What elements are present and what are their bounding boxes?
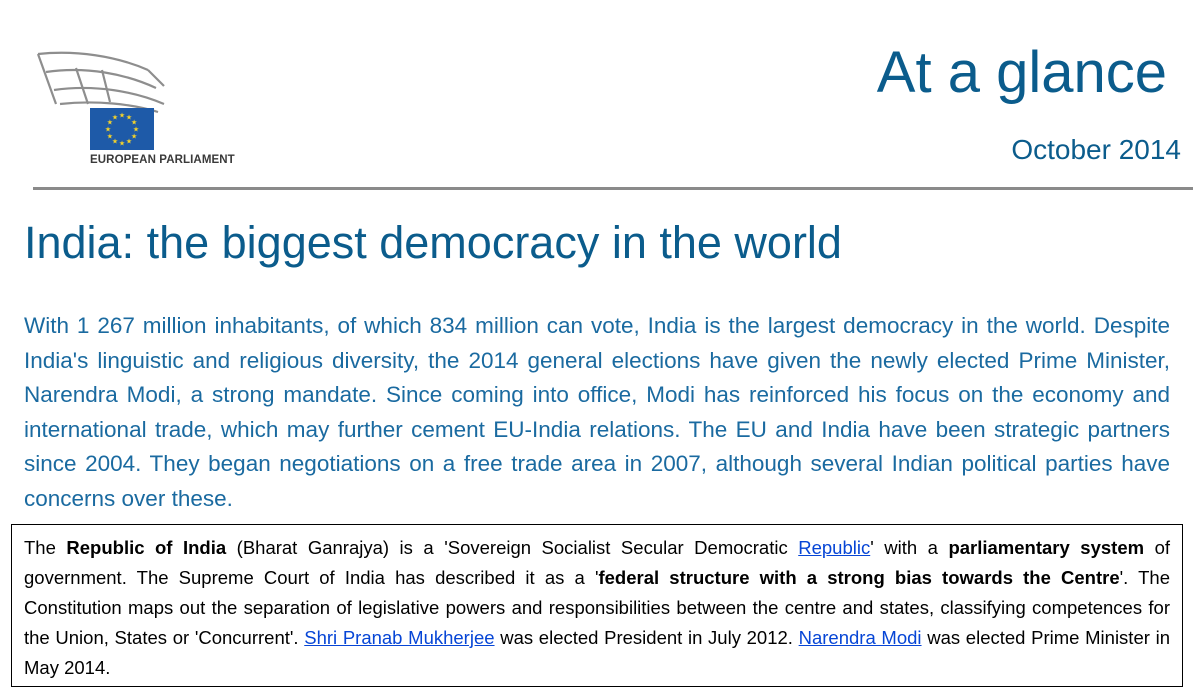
bold-parliamentary-system: parliamentary system <box>948 537 1145 558</box>
flag-star-icon: ★ <box>107 119 113 127</box>
info-box: The Republic of India (Bharat Ganrajya) … <box>11 524 1183 687</box>
flag-star-icon: ★ <box>126 138 132 146</box>
eu-flag-icon: ★ ★ ★ ★ ★ ★ ★ ★ ★ ★ ★ ★ <box>90 108 154 150</box>
flag-star-icon: ★ <box>126 113 132 121</box>
flag-star-icon: ★ <box>112 138 118 146</box>
flag-star-icon: ★ <box>119 112 125 120</box>
flag-star-icon: ★ <box>107 133 113 141</box>
lead-paragraph: With 1 267 million inhabitants, of which… <box>24 313 1170 511</box>
bold-federal-structure: federal structure with a strong bias tow… <box>598 567 1120 588</box>
flag-star-icon: ★ <box>131 133 137 141</box>
bold-republic-of-india: Republic of India <box>66 537 227 558</box>
header-divider <box>33 187 1193 190</box>
flag-star-icon: ★ <box>112 113 118 121</box>
publication-date: October 2014 <box>1011 134 1181 165</box>
parliament-hemicycle-icon <box>36 51 165 114</box>
flag-star-icon: ★ <box>133 126 139 134</box>
series-title: At a glance <box>876 40 1167 105</box>
flag-star-icon: ★ <box>105 126 111 134</box>
european-parliament-logo: ★ ★ ★ ★ ★ ★ ★ ★ ★ ★ ★ ★ EUROPEAN PARLIAMENT <box>36 48 246 178</box>
flag-star-icon: ★ <box>119 140 125 148</box>
republic-link[interactable]: Republic <box>798 537 871 558</box>
info-box-text: The Republic of India (Bharat Ganrajya) … <box>24 537 1171 678</box>
pranab-mukherjee-link[interactable]: Shri Pranab Mukherjee <box>304 627 495 648</box>
narendra-modi-link[interactable]: Narendra Modi <box>798 627 922 648</box>
flag-star-icon: ★ <box>131 119 137 127</box>
organization-name: EUROPEAN PARLIAMENT <box>90 154 235 166</box>
page-title: India: the biggest democracy in the worl… <box>24 217 842 268</box>
